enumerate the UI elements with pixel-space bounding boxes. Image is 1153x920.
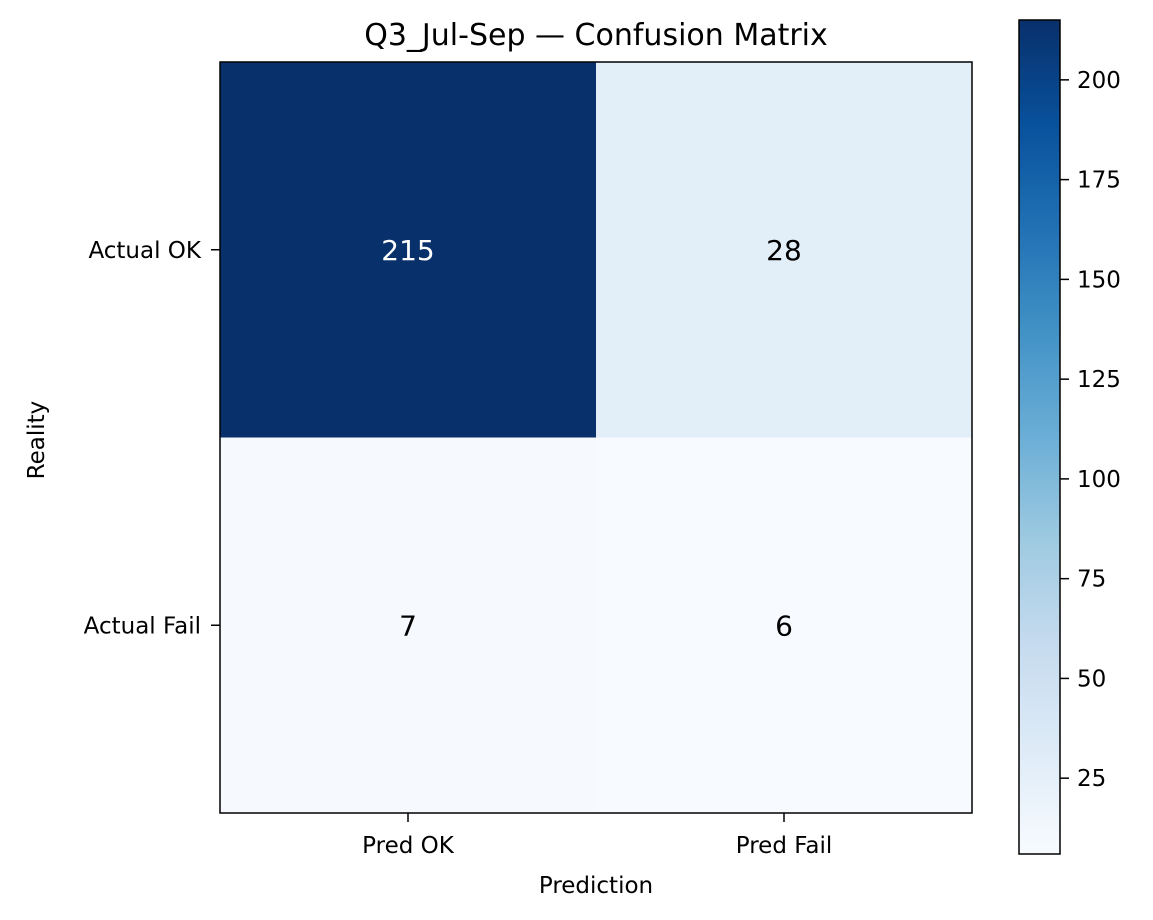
heatmap-cell-labels: 215 28 7 6 xyxy=(381,234,802,643)
x-tick-label: Pred Fail xyxy=(736,833,832,859)
colorbar-tick-label: 75 xyxy=(1077,567,1106,593)
colorbar-tick-label: 150 xyxy=(1077,267,1121,293)
heatmap-cell-r0-c0 xyxy=(220,62,596,438)
x-axis-label: Prediction xyxy=(539,873,653,899)
cell-value-r1-c0: 7 xyxy=(399,609,417,642)
cell-value-r0-c1: 28 xyxy=(766,234,802,267)
colorbar xyxy=(1018,19,1061,855)
y-axis-label: Reality xyxy=(24,401,50,480)
colorbar-tick-label: 50 xyxy=(1077,666,1106,692)
y-axis-ticks: Actual OK Actual Fail xyxy=(84,238,220,639)
plot-frame xyxy=(219,61,973,814)
cell-value-r0-c0: 215 xyxy=(381,234,434,267)
heatmap-cell-r1-c1 xyxy=(596,437,972,813)
colorbar-tick-label: 175 xyxy=(1077,168,1121,194)
colorbar-ticks: 25 50 75 100 125 150 175 200 xyxy=(1060,68,1121,792)
colorbar-tick-label: 100 xyxy=(1077,467,1121,493)
x-tick-label: Pred OK xyxy=(362,833,455,859)
colorbar-tick-label: 200 xyxy=(1077,68,1121,94)
heatmap-cells xyxy=(220,62,972,813)
heatmap-cell-r0-c1 xyxy=(596,62,972,438)
colorbar-tick-label: 25 xyxy=(1077,766,1106,792)
y-tick-label: Actual OK xyxy=(88,238,201,264)
colorbar-tick-label: 125 xyxy=(1077,367,1121,393)
x-axis-ticks: Pred OK Pred Fail xyxy=(362,813,832,859)
chart-title: Q3_Jul-Sep — Confusion Matrix xyxy=(364,18,828,53)
cell-value-r1-c1: 6 xyxy=(775,609,793,642)
heatmap-cell-r1-c0 xyxy=(220,437,596,813)
y-tick-label: Actual Fail xyxy=(84,613,201,639)
